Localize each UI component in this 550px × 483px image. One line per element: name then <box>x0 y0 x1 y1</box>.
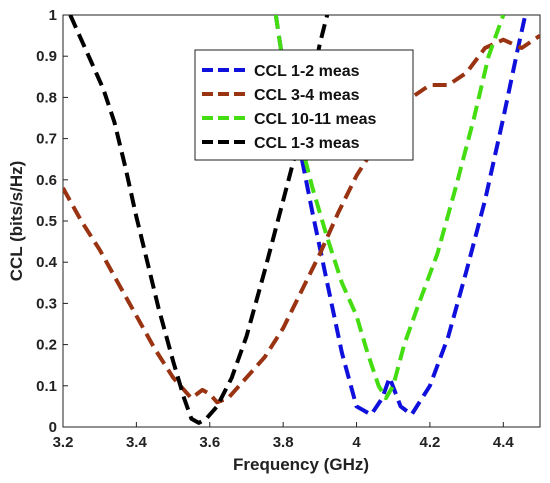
legend-box <box>194 49 414 161</box>
x-axis-label: Frequency (GHz) <box>233 455 369 474</box>
series-line-3 <box>273 15 506 401</box>
y-tick-label: 0.2 <box>36 337 57 354</box>
series-line-1 <box>273 15 528 417</box>
y-tick-label: 0.1 <box>36 378 57 395</box>
y-tick-label: 0.3 <box>36 295 57 312</box>
x-tick-label: 4 <box>352 434 361 451</box>
legend-label-2: CCL 3-4 meas <box>254 87 360 104</box>
legend-label-1: CCL 1-2 meas <box>254 63 360 80</box>
x-tick-label: 3.2 <box>53 434 74 451</box>
y-tick-label: 0.8 <box>36 89 57 106</box>
legend-label-4: CCL 1-3 meas <box>254 135 360 152</box>
x-tick-label: 4.4 <box>493 434 515 451</box>
y-tick-label: 1 <box>49 7 57 24</box>
y-axis-label: CCL (bits/s/Hz) <box>7 161 26 282</box>
y-tick-label: 0.4 <box>36 254 58 271</box>
y-tick-label: 0 <box>49 419 57 436</box>
y-tick-label: 0.6 <box>36 172 57 189</box>
x-tick-label: 4.2 <box>419 434 440 451</box>
y-tick-label: 0.5 <box>36 213 57 230</box>
legend-label-3: CCL 10-11 meas <box>254 111 377 128</box>
x-tick-label: 3.8 <box>273 434 294 451</box>
legend: CCL 1-2 meas CCL 3-4 meas CCL 10-11 meas CC… <box>194 49 414 161</box>
y-tick-label: 0.7 <box>36 131 57 148</box>
y-tick-label: 0.9 <box>36 48 57 65</box>
series-line-2 <box>63 33 540 405</box>
series-line-4 <box>68 15 330 425</box>
x-tick-label: 3.4 <box>126 434 148 451</box>
x-tick-label: 3.6 <box>199 434 220 451</box>
